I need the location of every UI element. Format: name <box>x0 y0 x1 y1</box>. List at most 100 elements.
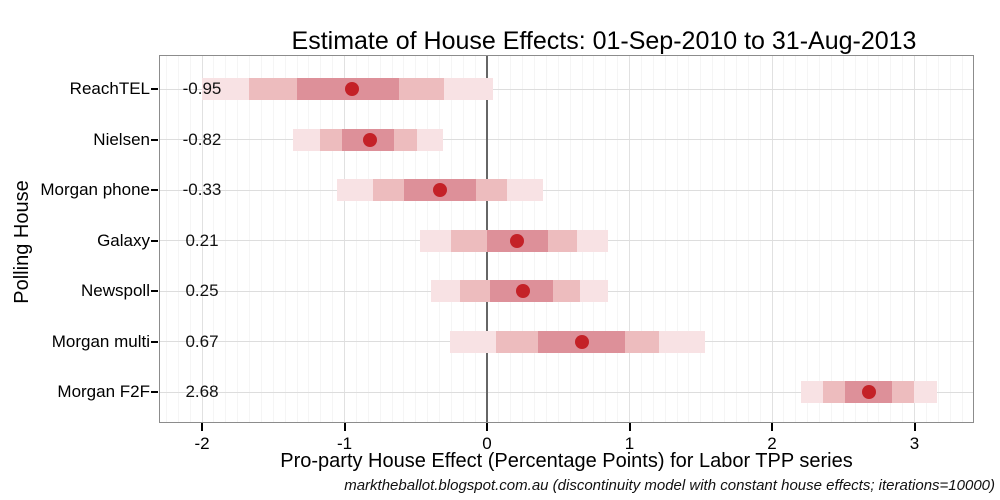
major-gridline <box>201 56 203 422</box>
y-axis-tick <box>151 340 158 343</box>
x-axis-tick-label: 3 <box>909 434 920 453</box>
y-axis-tick <box>151 391 158 394</box>
chart-title: Estimate of House Effects: 01-Sep-2010 t… <box>291 27 917 55</box>
y-axis-category-label: Nielsen <box>93 129 150 149</box>
y-axis-category-label: Galaxy <box>97 230 150 250</box>
minor-gridline <box>189 56 191 422</box>
minor-gridline <box>961 56 963 422</box>
x-axis-tick-label: -1 <box>336 434 353 453</box>
estimate-value-label: -0.33 <box>182 180 222 200</box>
estimate-dot <box>575 334 590 349</box>
minor-gridline <box>379 56 381 422</box>
minor-gridline <box>676 56 678 422</box>
minor-gridline <box>819 56 820 422</box>
x-axis-tick-label: 2 <box>767 434 777 453</box>
minor-gridline <box>783 56 785 422</box>
estimate-dot <box>509 233 524 248</box>
estimate-dot <box>432 183 447 198</box>
y-axis-category-label: Newspoll <box>81 281 150 301</box>
x-axis-tick <box>771 423 773 431</box>
minor-gridline <box>308 56 310 422</box>
minor-gridline <box>700 56 702 422</box>
major-gridline <box>344 56 345 422</box>
y-axis-category-label: Morgan multi <box>51 331 150 351</box>
minor-gridline <box>415 56 417 422</box>
x-axis-title: Pro-party House Effect (Percentage Point… <box>280 450 853 472</box>
minor-gridline <box>878 56 880 422</box>
minor-gridline <box>165 56 167 422</box>
minor-gridline <box>973 56 975 422</box>
estimate-value-label: -0.95 <box>182 79 222 98</box>
estimate-value-label: 0.21 <box>185 230 219 250</box>
y-axis-category-label: Morgan F2F <box>57 382 150 402</box>
y-axis-category-label: Morgan phone <box>40 180 150 200</box>
minor-gridline <box>937 56 939 422</box>
major-gridline <box>629 56 630 422</box>
estimate-dot <box>861 385 876 400</box>
minor-gridline <box>284 56 286 422</box>
minor-gridline <box>296 56 298 422</box>
minor-gridline <box>890 56 892 422</box>
minor-gridline <box>272 56 274 422</box>
minor-gridline <box>866 56 868 422</box>
estimate-value-label: 2.68 <box>185 382 219 402</box>
x-axis-tick-label: -2 <box>194 434 210 453</box>
minor-gridline <box>925 56 927 422</box>
x-axis-tick-label: 1 <box>624 434 635 453</box>
minor-gridline <box>332 56 334 422</box>
x-axis-tick <box>201 423 203 431</box>
minor-gridline <box>213 56 215 422</box>
minor-gridline <box>237 56 239 422</box>
minor-gridline <box>652 56 654 422</box>
x-axis-tick <box>343 423 346 431</box>
row-gridline <box>160 391 973 393</box>
row-gridline <box>160 88 973 90</box>
estimate-dot <box>344 82 359 96</box>
minor-gridline <box>664 56 666 422</box>
minor-gridline <box>842 56 844 422</box>
minor-gridline <box>355 56 357 422</box>
y-axis-tick <box>151 290 158 293</box>
minor-gridline <box>759 56 761 422</box>
minor-gridline <box>225 56 227 422</box>
minor-gridline <box>391 56 393 422</box>
y-axis-tick <box>151 189 158 192</box>
minor-gridline <box>854 56 856 422</box>
major-gridline <box>771 56 773 422</box>
x-axis-tick <box>628 423 631 431</box>
minor-gridline <box>747 56 749 422</box>
minor-gridline <box>260 56 262 422</box>
row-gridline <box>160 139 973 141</box>
minor-gridline <box>367 56 369 422</box>
minor-gridline <box>688 56 690 422</box>
minor-gridline <box>249 56 250 422</box>
minor-gridline <box>403 56 405 422</box>
minor-gridline <box>830 56 832 422</box>
source-credit: marktheballot.blogspot.com.au (discontin… <box>344 477 995 494</box>
x-axis-tick-label: 0 <box>482 434 492 453</box>
y-axis-tick <box>151 138 158 141</box>
minor-gridline <box>949 56 951 422</box>
row-gridline <box>160 189 973 191</box>
estimate-value-label: 0.25 <box>185 281 219 301</box>
minor-gridline <box>724 56 725 422</box>
minor-gridline <box>735 56 737 422</box>
y-axis-tick <box>151 88 158 90</box>
minor-gridline <box>320 56 322 422</box>
estimate-value-label: 0.67 <box>185 331 219 351</box>
y-axis-tick <box>151 239 158 242</box>
x-axis-tick <box>913 423 916 431</box>
y-axis-category-label: ReachTEL <box>69 79 150 98</box>
estimate-dot <box>363 132 378 147</box>
minor-gridline <box>902 56 904 422</box>
estimate-dot <box>515 284 530 299</box>
minor-gridline <box>617 56 619 422</box>
minor-gridline <box>807 56 809 422</box>
minor-gridline <box>795 56 797 422</box>
major-gridline <box>914 56 915 422</box>
x-axis-tick <box>486 423 488 431</box>
estimate-value-label: -0.82 <box>182 129 222 149</box>
minor-gridline <box>640 56 642 422</box>
minor-gridline <box>712 56 714 422</box>
